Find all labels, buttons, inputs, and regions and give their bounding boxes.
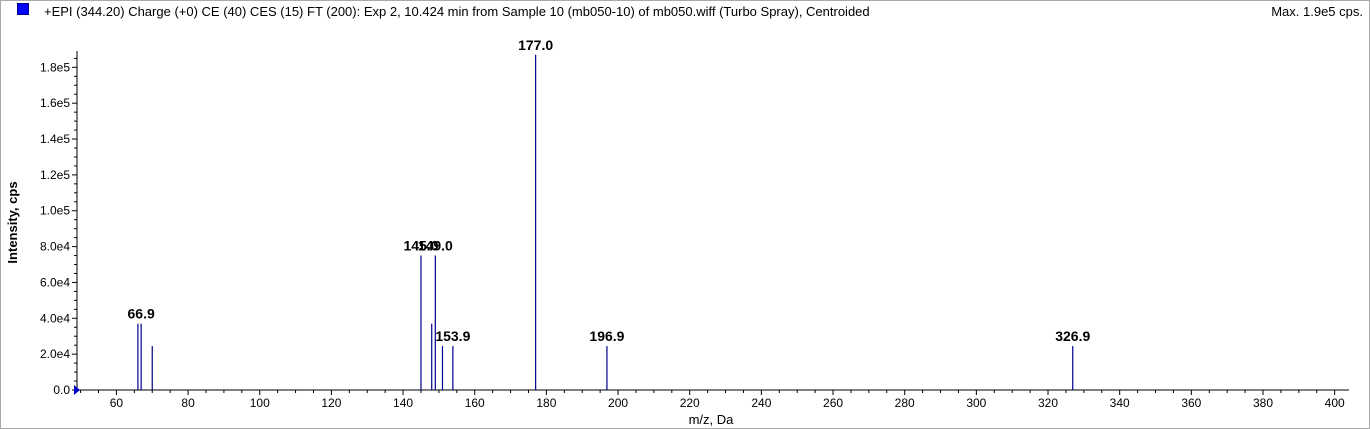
y-axis-title: Intensity, cps: [5, 181, 20, 263]
y-tick-label: 1.4e5: [40, 132, 70, 146]
y-tick-label: 2.0e4: [40, 347, 70, 361]
x-tick-label: 100: [250, 396, 270, 410]
peak-label: 66.9: [128, 306, 155, 322]
x-tick-label: 260: [823, 396, 843, 410]
x-tick-label: 380: [1253, 396, 1273, 410]
y-tick-label: 1.2e5: [40, 168, 70, 182]
y-tick-label: 1.0e5: [40, 204, 70, 218]
y-tick-label: 1.8e5: [40, 60, 70, 74]
peak-label: 196.9: [589, 328, 624, 344]
spectrum-title: +EPI (344.20) Charge (+0) CE (40) CES (1…: [44, 4, 870, 19]
peak-label: 153.9: [435, 328, 470, 344]
x-tick-label: 220: [680, 396, 700, 410]
y-tick-label: 0.0: [53, 383, 70, 397]
peak-label: 177.0: [518, 37, 553, 53]
x-tick-label: 280: [895, 396, 915, 410]
x-tick-label: 300: [966, 396, 986, 410]
x-tick-label: 80: [181, 396, 195, 410]
x-tick-label: 200: [608, 396, 628, 410]
y-tick-label: 1.6e5: [40, 96, 70, 110]
x-tick-label: 140: [393, 396, 413, 410]
x-tick-label: 240: [751, 396, 771, 410]
peak-label: 149.0: [418, 238, 453, 254]
x-tick-label: 60: [110, 396, 124, 410]
x-tick-label: 120: [321, 396, 341, 410]
x-tick-label: 320: [1038, 396, 1058, 410]
peak-label: 326.9: [1055, 328, 1090, 344]
x-tick-label: 400: [1325, 396, 1345, 410]
baseline-marker-icon: [74, 385, 80, 395]
x-tick-label: 340: [1110, 396, 1130, 410]
max-intensity-label: Max. 1.9e5 cps.: [1271, 4, 1363, 19]
title-bar: +EPI (344.20) Charge (+0) CE (40) CES (1…: [1, 1, 1369, 21]
y-tick-label: 8.0e4: [40, 240, 70, 254]
series-color-square[interactable]: [17, 3, 29, 15]
y-tick-label: 4.0e4: [40, 311, 70, 325]
x-tick-label: 360: [1181, 396, 1201, 410]
x-tick-label: 160: [465, 396, 485, 410]
x-tick-label: 180: [536, 396, 556, 410]
x-axis-title: m/z, Da: [689, 412, 735, 427]
peak-label: 145.0: [403, 238, 438, 254]
y-tick-label: 6.0e4: [40, 275, 70, 289]
